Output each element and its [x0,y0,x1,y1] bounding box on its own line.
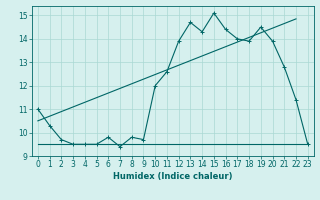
X-axis label: Humidex (Indice chaleur): Humidex (Indice chaleur) [113,172,233,181]
